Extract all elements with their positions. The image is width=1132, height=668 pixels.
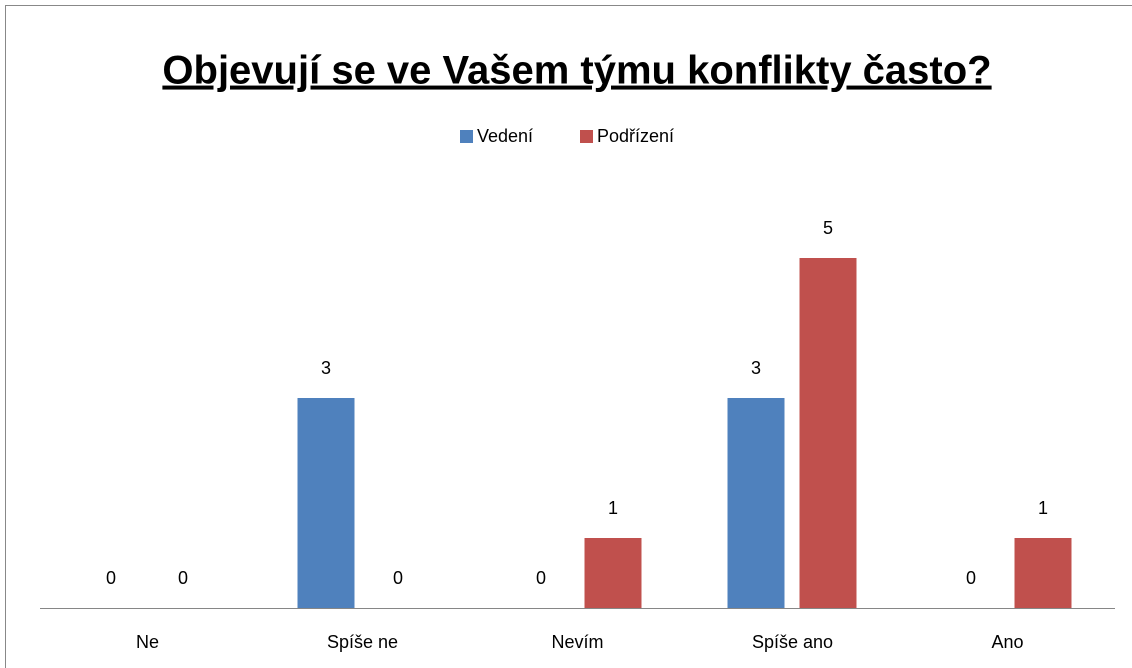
bar <box>727 398 785 608</box>
bar <box>1014 538 1072 608</box>
data-label: 0 <box>178 568 188 588</box>
legend-label: Vedení <box>477 126 533 146</box>
bar <box>584 538 642 608</box>
x-tick-label: Ne <box>136 632 159 652</box>
bar <box>799 258 857 608</box>
data-label: 0 <box>393 568 403 588</box>
x-tick-label: Ano <box>991 632 1023 652</box>
chart-frame <box>5 5 1132 668</box>
data-label: 5 <box>823 218 833 238</box>
data-label: 3 <box>321 358 331 378</box>
data-label: 0 <box>536 568 546 588</box>
bar <box>297 398 355 608</box>
x-tick-label: Spíše ano <box>752 632 833 652</box>
data-label: 0 <box>106 568 116 588</box>
data-label: 1 <box>608 498 618 518</box>
legend-swatch <box>460 130 473 143</box>
data-label: 1 <box>1038 498 1048 518</box>
x-tick-label: Nevím <box>551 632 603 652</box>
data-label: 0 <box>966 568 976 588</box>
legend-label: Podřízení <box>597 126 674 146</box>
x-tick-label: Spíše ne <box>327 632 398 652</box>
chart-title: Objevují se ve Vašem týmu konflikty čast… <box>162 49 991 93</box>
legend-swatch <box>580 130 593 143</box>
data-label: 3 <box>751 358 761 378</box>
